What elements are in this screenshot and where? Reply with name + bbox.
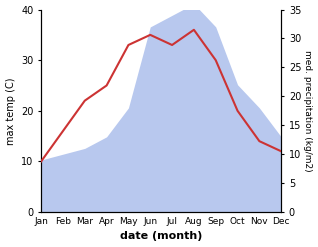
Y-axis label: max temp (C): max temp (C) [5,77,16,144]
Y-axis label: med. precipitation (kg/m2): med. precipitation (kg/m2) [303,50,313,172]
X-axis label: date (month): date (month) [120,231,202,242]
